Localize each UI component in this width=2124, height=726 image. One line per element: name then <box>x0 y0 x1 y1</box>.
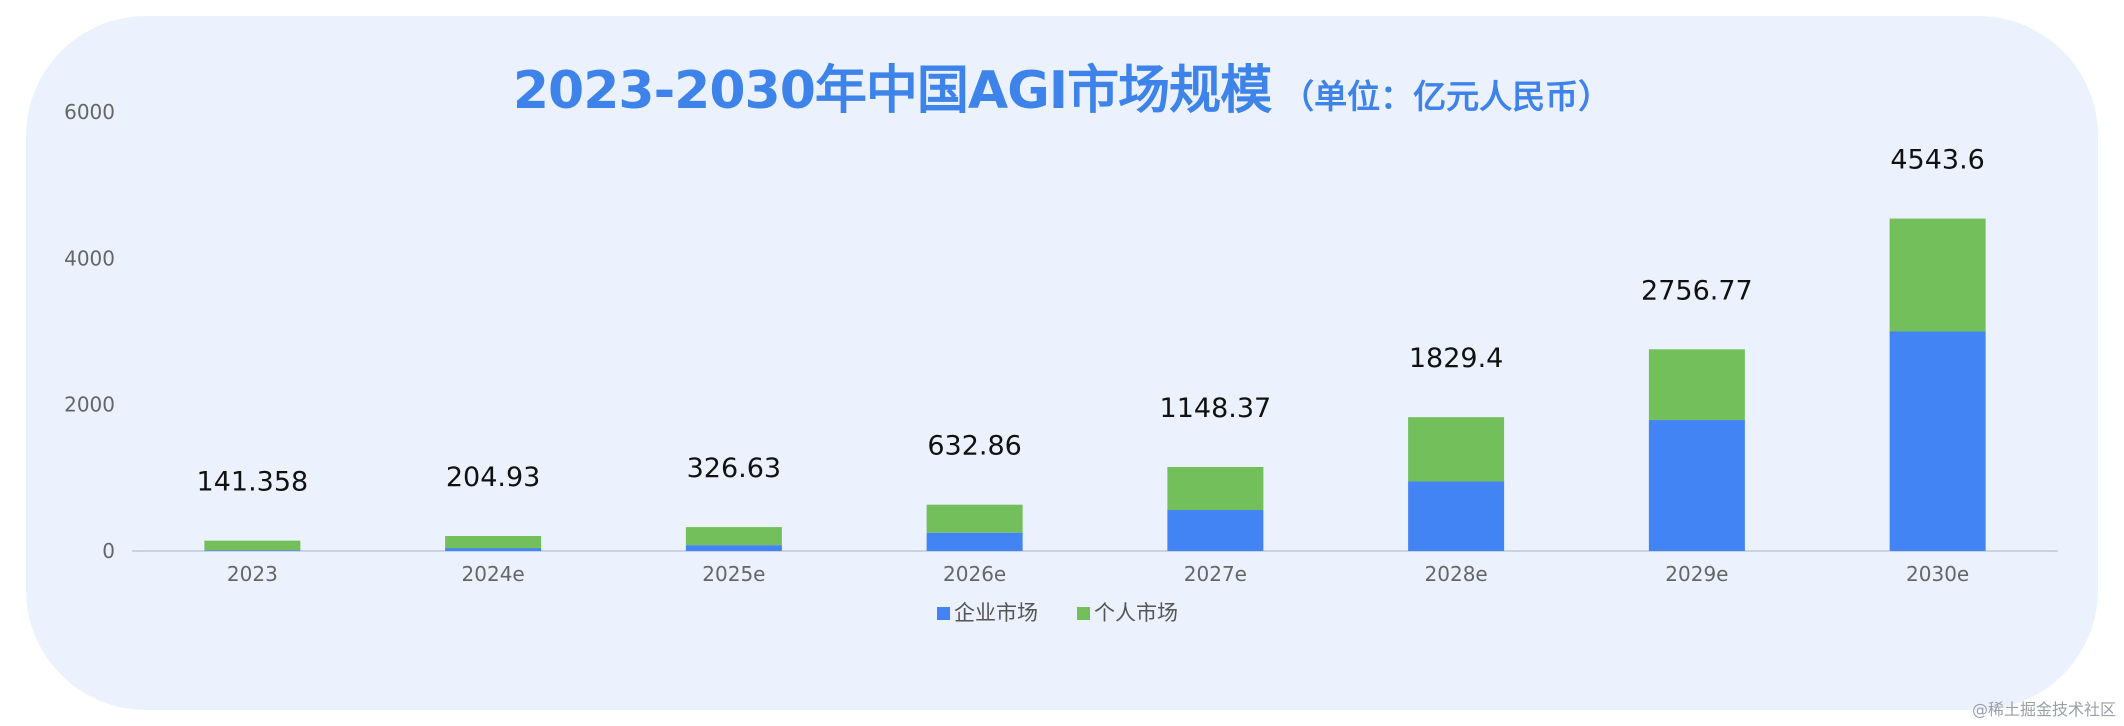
bar-segment <box>1408 417 1505 482</box>
bar-total-label: 632.86 <box>927 431 1021 462</box>
bar-segment <box>1167 510 1264 551</box>
bar-segment <box>685 545 782 551</box>
credit-text: @稀土掘金技术社区 <box>1971 700 2116 719</box>
x-tick-label: 2024e <box>462 562 525 586</box>
bar-segment <box>204 550 301 551</box>
bar-total-label: 2756.77 <box>1641 275 1753 306</box>
bar-segment <box>1648 349 1745 421</box>
y-tick-label: 4000 <box>64 246 115 270</box>
bar-total-label: 1148.37 <box>1160 393 1272 424</box>
legend-swatch <box>937 607 950 620</box>
bar-segment <box>445 536 542 549</box>
legend-swatch <box>1077 607 1090 620</box>
bar-segment <box>926 504 1023 533</box>
bar-segment <box>1167 466 1264 511</box>
x-tick-label: 2028e <box>1425 562 1488 586</box>
bar-segment <box>1889 218 1986 332</box>
chart-subtitle: （单位：亿元人民币） <box>1281 77 1612 116</box>
bar-segment <box>685 527 782 546</box>
x-axis: 2023 2024e 2025e 2026e 2027e 2028e 2029e 2030e <box>227 562 1969 586</box>
x-tick-label: 2023 <box>227 562 278 586</box>
bar-segment <box>1889 331 1986 551</box>
chart-panel <box>26 16 2098 710</box>
x-tick-label: 2029e <box>1665 562 1728 586</box>
y-tick-label: 6000 <box>64 100 115 124</box>
chart-title: 2023-2030年中国AGI市场规模 <box>512 61 1272 121</box>
x-tick-label: 2026e <box>943 562 1006 586</box>
bar-total-label: 1829.4 <box>1409 343 1503 374</box>
legend-label: 企业市场 <box>954 601 1038 625</box>
bar-total-label: 141.358 <box>197 467 309 498</box>
bar-segment <box>204 540 301 551</box>
legend: 企业市场 个人市场 <box>937 601 1178 625</box>
bar-segment <box>1648 420 1745 551</box>
bar-segment <box>926 532 1023 551</box>
bar-total-label: 326.63 <box>687 453 781 484</box>
bar-total-label: 4543.6 <box>1890 145 1984 176</box>
bar-segment <box>1408 481 1505 551</box>
bars: 141.358 204.93 326.63 632.86 1148.37 1829.4 27… <box>197 145 1986 551</box>
x-tick-label: 2030e <box>1906 562 1969 586</box>
x-tick-label: 2027e <box>1184 562 1247 586</box>
bar-segment <box>445 548 542 551</box>
bar-total-label: 204.93 <box>446 462 540 493</box>
y-tick-label: 0 <box>102 539 115 563</box>
y-tick-label: 2000 <box>64 393 115 417</box>
title-row: 2023-2030年中国AGI市场规模 （单位：亿元人民币） <box>0 48 2124 123</box>
legend-label: 个人市场 <box>1094 601 1178 625</box>
y-axis: 0 2000 4000 6000 <box>64 100 115 563</box>
x-tick-label: 2025e <box>702 562 765 586</box>
